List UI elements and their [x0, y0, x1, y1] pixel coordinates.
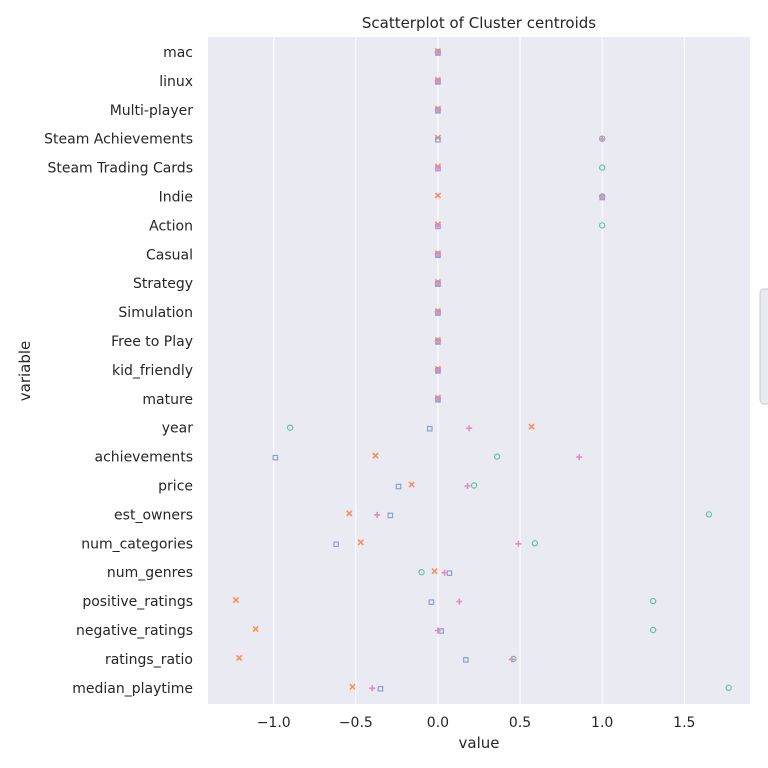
data-point — [369, 685, 376, 692]
data-point — [387, 512, 394, 519]
data-points — [232, 47, 732, 692]
data-point — [434, 222, 441, 229]
data-point — [349, 683, 356, 690]
data-point — [377, 685, 384, 692]
data-point — [463, 657, 469, 663]
data-point — [531, 540, 539, 547]
data-point — [576, 454, 583, 461]
plot-background — [208, 37, 750, 704]
x-tick-labels: −1.0 −0.5 0.0 0.5 1.0 1.5 — [257, 715, 696, 731]
y-tick-label: Casual — [146, 247, 193, 263]
y-tick-label: est_owners — [114, 507, 193, 523]
x-tick-label: −1.0 — [257, 715, 291, 731]
y-tick-label: kid_friendly — [112, 363, 193, 379]
y-tick-label: Action — [149, 218, 193, 234]
data-point — [395, 483, 402, 490]
y-tick-label: median_playtime — [72, 681, 193, 697]
chart-title: Scatterplot of Cluster centroids — [362, 14, 596, 32]
data-point — [434, 192, 442, 199]
y-tick-label: Free to Play — [111, 334, 193, 350]
data-point — [434, 338, 441, 345]
y-tick-label: Strategy — [133, 276, 193, 292]
data-point — [705, 511, 713, 518]
data-point — [598, 164, 606, 171]
data-point — [515, 540, 522, 547]
data-point — [434, 309, 441, 316]
y-tick-label: achievements — [95, 450, 193, 466]
y-tick-labels: mac linux Multi-player Steam Achievements St… — [44, 45, 193, 697]
data-point — [725, 684, 732, 692]
data-point — [346, 510, 353, 517]
data-point — [434, 165, 441, 172]
data-point — [649, 626, 657, 634]
data-point — [426, 425, 433, 432]
y-tick-label: linux — [159, 74, 193, 90]
data-point — [464, 483, 471, 489]
data-point — [528, 423, 535, 430]
data-point — [333, 541, 339, 548]
data-point — [408, 481, 415, 488]
data-point — [374, 511, 381, 518]
data-point — [272, 454, 279, 461]
data-point — [470, 482, 478, 489]
data-point — [434, 627, 441, 634]
x-tick-label: −0.5 — [339, 715, 373, 731]
data-point — [456, 598, 463, 605]
y-tick-label: year — [162, 421, 193, 437]
x-tick-label: 0.5 — [509, 715, 531, 731]
data-point — [428, 599, 435, 605]
data-point — [434, 396, 441, 403]
data-point — [466, 425, 473, 432]
x-tick-label: 1.0 — [591, 715, 613, 731]
y-tick-label: num_categories — [81, 536, 193, 552]
y-tick-label: Multi-player — [110, 103, 194, 119]
data-point — [431, 568, 438, 575]
data-point — [441, 569, 448, 576]
y-tick-label: Simulation — [118, 305, 193, 321]
y-tick-label: negative_ratings — [76, 623, 193, 639]
y-tick-label: price — [158, 479, 193, 495]
x-tick-label: 1.5 — [673, 715, 695, 731]
data-point — [649, 597, 657, 605]
legend — [759, 288, 768, 405]
data-point — [232, 596, 240, 604]
y-tick-label: Indie — [159, 190, 193, 206]
y-tick-label: positive_ratings — [82, 594, 193, 610]
data-point — [434, 78, 441, 85]
data-point — [434, 367, 441, 374]
y-tick-label: mature — [142, 392, 193, 408]
data-point — [434, 49, 441, 56]
x-tick-label: 0.0 — [427, 715, 449, 731]
y-tick-label: Steam Trading Cards — [47, 161, 193, 177]
data-point — [357, 539, 364, 546]
data-point — [599, 136, 606, 143]
data-point — [252, 625, 259, 633]
data-point — [236, 654, 243, 662]
data-point — [434, 107, 441, 114]
data-point — [435, 136, 441, 143]
data-point — [493, 453, 501, 460]
y-tick-label: num_genres — [107, 565, 193, 581]
x-axis-label: value — [459, 734, 500, 752]
data-point — [418, 569, 425, 576]
data-point — [599, 194, 606, 200]
y-tick-label: ratings_ratio — [105, 652, 193, 668]
data-point — [508, 656, 515, 663]
data-point — [434, 280, 441, 287]
data-point — [372, 452, 379, 459]
data-point — [286, 424, 294, 431]
data-point — [598, 222, 606, 229]
y-axis-label: variable — [16, 341, 34, 402]
y-tick-label: Steam Achievements — [44, 132, 193, 148]
y-tick-label: mac — [163, 45, 193, 61]
data-point — [434, 251, 441, 258]
